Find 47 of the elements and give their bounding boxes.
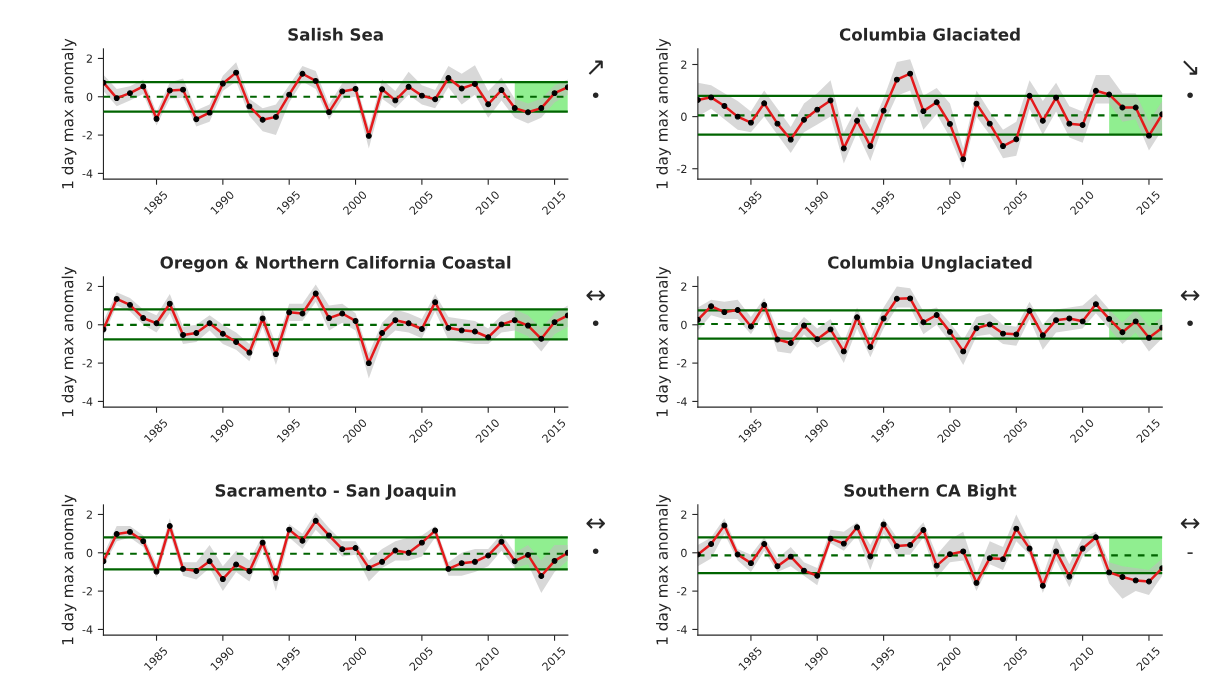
text: ↘ bbox=[1183, 60, 1198, 75]
text: • bbox=[592, 92, 599, 99]
y-tick-label: -4 bbox=[676, 397, 687, 406]
y-tick-label: -2 bbox=[676, 164, 687, 173]
y-axis-title: 1 day max anomaly bbox=[656, 266, 671, 417]
y-tick-label: -2 bbox=[676, 587, 687, 596]
y-tick-label: 2 bbox=[681, 282, 687, 291]
chart-title: Columbia Unglaciated bbox=[828, 255, 1032, 273]
text: ↔ bbox=[586, 290, 605, 301]
y-tick-label: -4 bbox=[676, 625, 687, 634]
y-tick-label: 2 bbox=[86, 282, 92, 291]
y-tick-label: 2 bbox=[86, 54, 92, 63]
y-tick-label: 2 bbox=[681, 60, 687, 69]
y-tick-label: 2 bbox=[86, 510, 92, 519]
text: • bbox=[592, 548, 599, 555]
y-tick-label: -2 bbox=[82, 587, 92, 596]
text: - bbox=[1187, 552, 1193, 554]
y-tick-label: 0 bbox=[86, 92, 93, 102]
y-tick-label: 2 bbox=[681, 510, 687, 519]
y-axis-title: 1 day max anomaly bbox=[656, 38, 671, 189]
y-tick-label: 0 bbox=[681, 320, 687, 330]
y-tick-label: 0 bbox=[681, 112, 687, 121]
text: ↗ bbox=[588, 60, 603, 75]
text: • bbox=[592, 320, 599, 327]
y-tick-label: -2 bbox=[82, 359, 92, 368]
y-tick-label: -4 bbox=[82, 625, 93, 634]
y-tick-label: -2 bbox=[82, 131, 92, 140]
y-tick-label: -4 bbox=[82, 169, 93, 178]
chart-title: Southern CA Bight bbox=[844, 483, 1017, 501]
chart-title: Sacramento - San Joaquin bbox=[215, 483, 456, 501]
chart-title: Oregon & Northern California Coastal bbox=[160, 255, 511, 273]
text: • bbox=[1187, 320, 1193, 327]
y-tick-label: 0 bbox=[86, 320, 93, 330]
chart-title: Columbia Glaciated bbox=[839, 27, 1020, 41]
text: ↔ bbox=[1180, 290, 1200, 301]
text: ↔ bbox=[586, 518, 605, 529]
text: • bbox=[1187, 92, 1193, 99]
y-axis-title: 1 day max anomaly bbox=[61, 266, 77, 417]
y-tick-label: 0 bbox=[681, 548, 687, 558]
y-tick-label: -2 bbox=[676, 359, 687, 368]
chart-title: Salish Sea bbox=[288, 27, 383, 41]
y-tick-label: 0 bbox=[86, 548, 93, 558]
y-axis-title: 1 day max anomaly bbox=[61, 38, 77, 189]
y-tick-label: -4 bbox=[82, 397, 93, 406]
y-axis-title: 1 day max anomaly bbox=[656, 494, 671, 645]
text: ↔ bbox=[1180, 518, 1200, 529]
y-axis-title: 1 day max anomaly bbox=[61, 494, 77, 645]
